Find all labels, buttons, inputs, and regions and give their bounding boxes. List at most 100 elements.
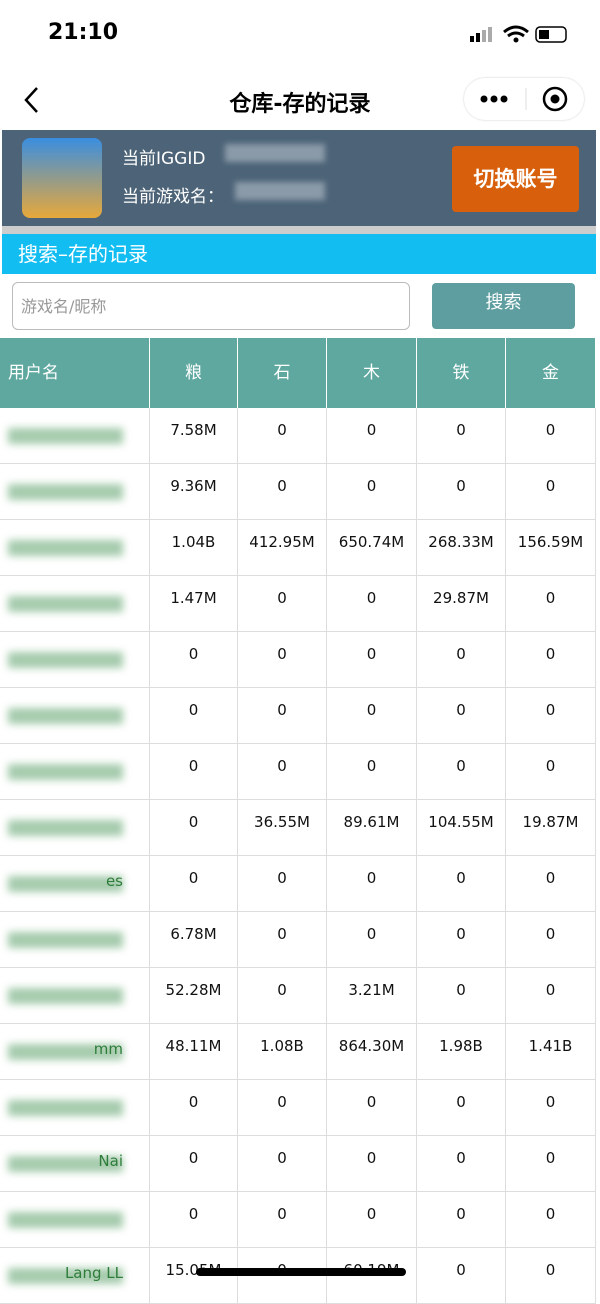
row-cell (0, 688, 150, 744)
row-cell (0, 1192, 150, 1248)
blurred-name (8, 820, 123, 836)
value-cell: 0 (150, 856, 238, 912)
value-cell: 0 (506, 1136, 596, 1192)
column-header: 铁 (417, 338, 506, 408)
value-cell: 0 (506, 464, 596, 520)
switch-button[interactable]: 切换账号 (452, 146, 579, 212)
value-cell: 0 (238, 968, 327, 1024)
row-cell (0, 1024, 150, 1080)
value-cell: 0 (417, 912, 506, 968)
blurred-name (8, 708, 123, 724)
blurred-name (8, 1212, 123, 1228)
search-button[interactable]: 搜索 (432, 283, 575, 329)
blurred-name (8, 764, 123, 780)
user-name: mm (93, 1040, 123, 1058)
value-cell: 1.47M (150, 576, 238, 632)
value-cell: 0 (238, 1192, 327, 1248)
value-cell: 0 (238, 576, 327, 632)
value-cell: 0 (150, 800, 238, 856)
value-cell: 0 (238, 856, 327, 912)
value-cell: 0 (238, 1248, 327, 1304)
blurred-name (8, 428, 123, 444)
back-button[interactable] (22, 86, 42, 114)
blurred-name (8, 652, 123, 668)
row-cell (0, 912, 150, 968)
value-cell: 0 (506, 632, 596, 688)
value-cell: 1.41B (506, 1024, 596, 1080)
blurred-name (8, 540, 123, 556)
value-cell: 0 (327, 1080, 417, 1136)
value-cell: 0 (327, 856, 417, 912)
blurred-name (8, 876, 123, 892)
row-cell (0, 1136, 150, 1192)
column-header: 木 (327, 338, 417, 408)
capsule[interactable] (464, 78, 584, 120)
value-cell: 0 (327, 464, 417, 520)
value-cell: 0 (150, 632, 238, 688)
value-cell: 0 (238, 912, 327, 968)
value-cell: 60.19M (327, 1248, 417, 1304)
blurred-name (8, 1268, 123, 1284)
value-cell: 9.36M (150, 464, 238, 520)
value-cell: 0 (417, 1192, 506, 1248)
user-name: Lang LL (64, 1264, 123, 1282)
value-cell: 0 (327, 1192, 417, 1248)
blurred-name (8, 484, 123, 500)
value-cell: 268.33M (417, 520, 506, 576)
blurred-name (8, 596, 123, 612)
value-cell: 0 (238, 1080, 327, 1136)
blurred-name (8, 932, 123, 948)
value-cell: 6.78M (150, 912, 238, 968)
search-input[interactable]: 游戏名/昵称 (12, 282, 410, 330)
value-cell: 0 (327, 632, 417, 688)
value-cell: 0 (506, 912, 596, 968)
value-cell: 0 (150, 1136, 238, 1192)
value-cell: 0 (238, 408, 327, 464)
value-cell: 3.21M (327, 968, 417, 1024)
row-cell (0, 632, 150, 688)
table: 用户名粮石木铁金 7.58M 0 0 0 0 9.36M 0 0 0 0 1.04B 412.95M 65… (0, 338, 600, 1304)
value-cell: 0 (417, 632, 506, 688)
value-cell: 0 (506, 1192, 596, 1248)
value-cell: 0 (238, 1136, 327, 1192)
home-indicator (196, 1268, 406, 1276)
value-cell: 0 (417, 688, 506, 744)
value-cell: 0 (417, 968, 506, 1024)
column-header: 金 (506, 338, 596, 408)
time: 21:10 (48, 20, 119, 45)
value-cell: 0 (506, 856, 596, 912)
value-cell: 412.95M (238, 520, 327, 576)
value-cell: 0 (327, 408, 417, 464)
value-cell: 0 (327, 744, 417, 800)
value-cell: 0 (150, 1192, 238, 1248)
row-cell (0, 576, 150, 632)
value-cell: 1.98B (417, 1024, 506, 1080)
blurred (235, 182, 325, 200)
value-cell: 1.08B (238, 1024, 327, 1080)
row-cell (0, 800, 150, 856)
row-cell (0, 408, 150, 464)
value-cell: 0 (506, 576, 596, 632)
value-cell: 7.58M (150, 408, 238, 464)
value-cell: 0 (327, 576, 417, 632)
row-cell (0, 856, 150, 912)
value-cell: 0 (417, 464, 506, 520)
value-cell: 0 (327, 1136, 417, 1192)
user-name: Nai (98, 1152, 123, 1170)
value-cell: 0 (506, 408, 596, 464)
user-name: es (105, 872, 123, 890)
value-cell: 104.55M (417, 800, 506, 856)
divider (2, 226, 596, 234)
value-cell: 0 (417, 856, 506, 912)
value-cell: 156.59M (506, 520, 596, 576)
section-title: 搜索–存的记录 (2, 234, 596, 274)
row-cell (0, 520, 150, 576)
blurred (225, 144, 325, 162)
value-cell: 0 (327, 912, 417, 968)
blurred-name (8, 988, 123, 1004)
value-cell: 15.05M (150, 1248, 238, 1304)
value-cell: 650.74M (327, 520, 417, 576)
value-cell: 29.87M (417, 576, 506, 632)
value-cell: 0 (417, 1080, 506, 1136)
blurred-name (8, 1156, 123, 1172)
